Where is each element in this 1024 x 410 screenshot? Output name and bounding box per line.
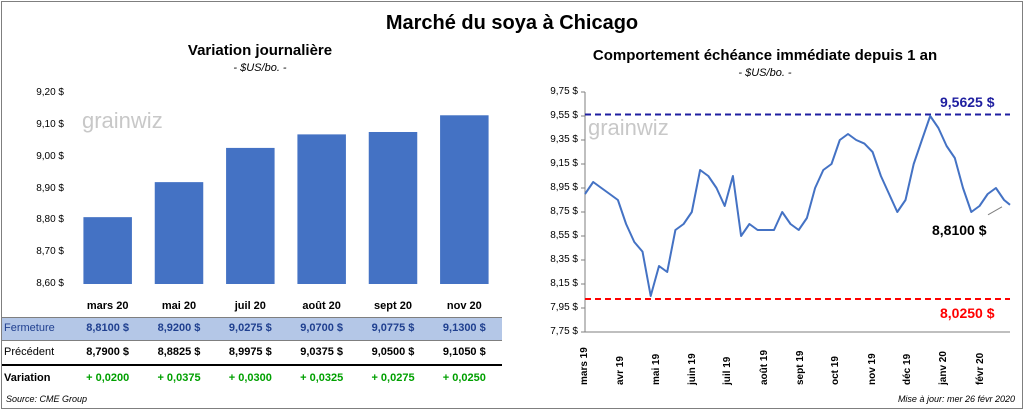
table-cell: 8,7900 $: [86, 346, 130, 358]
y-tick-label: 9,20 $: [36, 87, 64, 98]
table-cell: + 0,0325: [300, 372, 344, 384]
x-date-label: oct 19: [830, 356, 842, 385]
table-cell: 9,1050 $: [442, 346, 486, 358]
x-category-label: mars 20: [86, 300, 129, 312]
x-date-label: janv 20: [938, 351, 950, 385]
low-label: 8,0250 $: [940, 305, 995, 321]
y-tick-label: 8,35 $: [550, 254, 578, 265]
high-label: 9,5625 $: [940, 94, 995, 110]
x-date-label: juil 19: [722, 356, 734, 385]
y-tick-label: 9,75 $: [550, 86, 578, 97]
update-text: Mise à jour: mer 26 févr 2020: [897, 394, 1015, 404]
bar-1: [154, 182, 204, 284]
table-cell: + 0,0250: [442, 372, 486, 384]
row-label: Fermeture: [4, 322, 55, 334]
table-cell: 8,8825 $: [157, 346, 201, 358]
bar-2: [226, 147, 275, 284]
x-date-label: févr 20: [974, 352, 986, 385]
y-tick-label: 9,55 $: [550, 110, 578, 121]
x-date-label: avr 19: [615, 356, 627, 385]
left-bar-chart: [83, 115, 489, 285]
table-cell: 8,8100 $: [86, 322, 130, 334]
table-cell: 8,9200 $: [157, 322, 201, 334]
y-tick-label: 7,95 $: [550, 302, 578, 313]
price-series-line: [584, 115, 1011, 297]
y-tick-label: 8,80 $: [36, 214, 64, 226]
y-tick-label: 9,35 $: [550, 134, 578, 145]
table-cell: 9,1300 $: [442, 322, 486, 334]
table-cell: + 0,0275: [371, 372, 415, 384]
bar-4: [368, 131, 418, 284]
y-tick-label: 9,10 $: [36, 118, 64, 130]
x-category-label: sept 20: [374, 300, 412, 312]
y-tick-label: 7,75 $: [550, 326, 578, 337]
left-chart-unit: - $US/bo. -: [233, 62, 287, 74]
x-category-label: août 20: [302, 300, 341, 312]
x-category-label: mai 20: [161, 300, 197, 312]
left-chart-title: Variation journalière: [187, 42, 333, 59]
table-cell: + 0,0375: [157, 372, 201, 384]
right-chart-unit: - $US/bo. -: [738, 67, 792, 79]
y-tick-label: 8,15 $: [550, 278, 578, 289]
right-chart-title: Comportement échéance immédiate depuis 1…: [592, 47, 938, 64]
table-cell: + 0,0200: [86, 372, 130, 384]
x-date-label: mars 19: [579, 347, 590, 385]
table-cell: 9,0500 $: [371, 346, 415, 358]
bar-3: [297, 134, 346, 284]
y-tick-label: 9,00 $: [36, 150, 64, 162]
y-tick-label: 9,15 $: [550, 158, 578, 169]
y-tick-label: 8,75 $: [550, 206, 578, 217]
table-cell: 9,0275 $: [228, 322, 272, 334]
row-label: Variation: [4, 372, 51, 384]
last-value-pointer: [987, 206, 1003, 216]
y-tick-label: 8,95 $: [550, 182, 578, 193]
table-row-variation: Variation + 0,0200 + 0,0375 + 0,0300 + 0,03…: [2, 368, 502, 390]
x-category-label: juil 20: [234, 300, 266, 312]
bar-0: [83, 217, 132, 284]
x-date-label: août 19: [758, 349, 770, 385]
y-tick-label: 8,60 $: [36, 278, 64, 289]
last-value-label: 8,8100 $: [932, 222, 987, 238]
row-label: Précédent: [4, 346, 55, 358]
y-tick-label: 8,70 $: [36, 246, 64, 258]
x-date-label: déc 19: [901, 353, 913, 385]
x-date-label: sept 19: [795, 350, 807, 385]
table-cell: 9,0775 $: [371, 322, 415, 334]
source-text: Source: CME Group: [6, 394, 88, 404]
table-cell: 9,0375 $: [300, 346, 344, 358]
y-tick-label: 8,55 $: [550, 230, 578, 241]
watermark-right: grainwiz: [588, 115, 669, 140]
bar-5: [440, 115, 489, 285]
x-date-label: nov 19: [866, 353, 878, 385]
x-date-label: juin 19: [687, 353, 698, 385]
table-cell: 8,9975 $: [228, 346, 272, 358]
watermark-left: grainwiz: [82, 108, 163, 133]
main-title: Marché du soya à Chicago: [385, 12, 639, 34]
x-category-label: nov 20: [446, 300, 482, 312]
table-cell: + 0,0300: [228, 372, 272, 384]
x-date-label: mai 19: [650, 353, 662, 385]
table-cell: 9,0700 $: [300, 322, 344, 334]
y-tick-label: 8,90 $: [36, 182, 64, 194]
table-row-precedent: Précédent 8,7900 $ 8,8825 $ 8,9975 $ 9,0375…: [2, 342, 502, 366]
table-row-fermeture: Fermeture 8,8100 $ 8,9200 $ 9,0275 $ 9,0700…: [2, 317, 502, 341]
